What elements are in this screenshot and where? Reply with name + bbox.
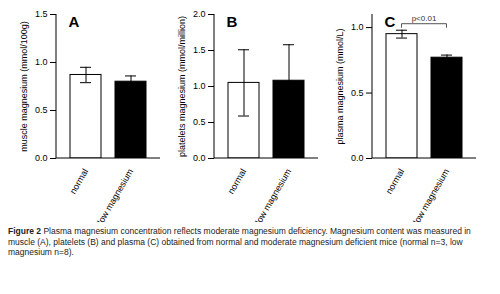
svg-text:0.5: 0.5 [351, 88, 364, 98]
html-text:Figure 2 Plasma magnesium conc: Figure 2 Plasma magnesium concentration … [8, 226, 471, 258]
svg-text:muscle magnesium (mmol/100g): muscle magnesium (mmol/100g) [19, 21, 29, 152]
svg-text:C: C [385, 13, 396, 30]
svg-text:normal: normal [384, 167, 406, 196]
svg-text:p<0.01: p<0.01 [412, 14, 437, 23]
svg-text:low magnesium: low magnesium [253, 167, 293, 222]
svg-text:0.0: 0.0 [35, 153, 48, 163]
svg-text:low magnesium: low magnesium [411, 167, 451, 222]
svg-text:B: B [227, 13, 238, 30]
svg-text:plasma magnesium (mmol/L): plasma magnesium (mmol/L) [335, 28, 345, 144]
svg-text:1.0: 1.0 [35, 57, 48, 67]
svg-text:low magnesium: low magnesium [95, 167, 135, 222]
svg-text:1.5: 1.5 [35, 9, 48, 19]
svg-text:0.5: 0.5 [193, 117, 206, 127]
svg-text:1.0: 1.0 [351, 22, 364, 32]
svg-text:2.0: 2.0 [193, 9, 206, 19]
svg-text:platelets magnesium (mmol/mill: platelets magnesium (mmol/million) [177, 16, 187, 157]
svg-text:0.0: 0.0 [351, 153, 364, 163]
svg-text:0.0: 0.0 [193, 153, 206, 163]
svg-text:normal: normal [68, 167, 90, 196]
svg-text:0.5: 0.5 [35, 105, 48, 115]
svg-text:1.5: 1.5 [193, 45, 206, 55]
svg-text:normal: normal [226, 167, 248, 196]
svg-text:A: A [69, 13, 80, 30]
svg-text:1.0: 1.0 [193, 81, 206, 91]
